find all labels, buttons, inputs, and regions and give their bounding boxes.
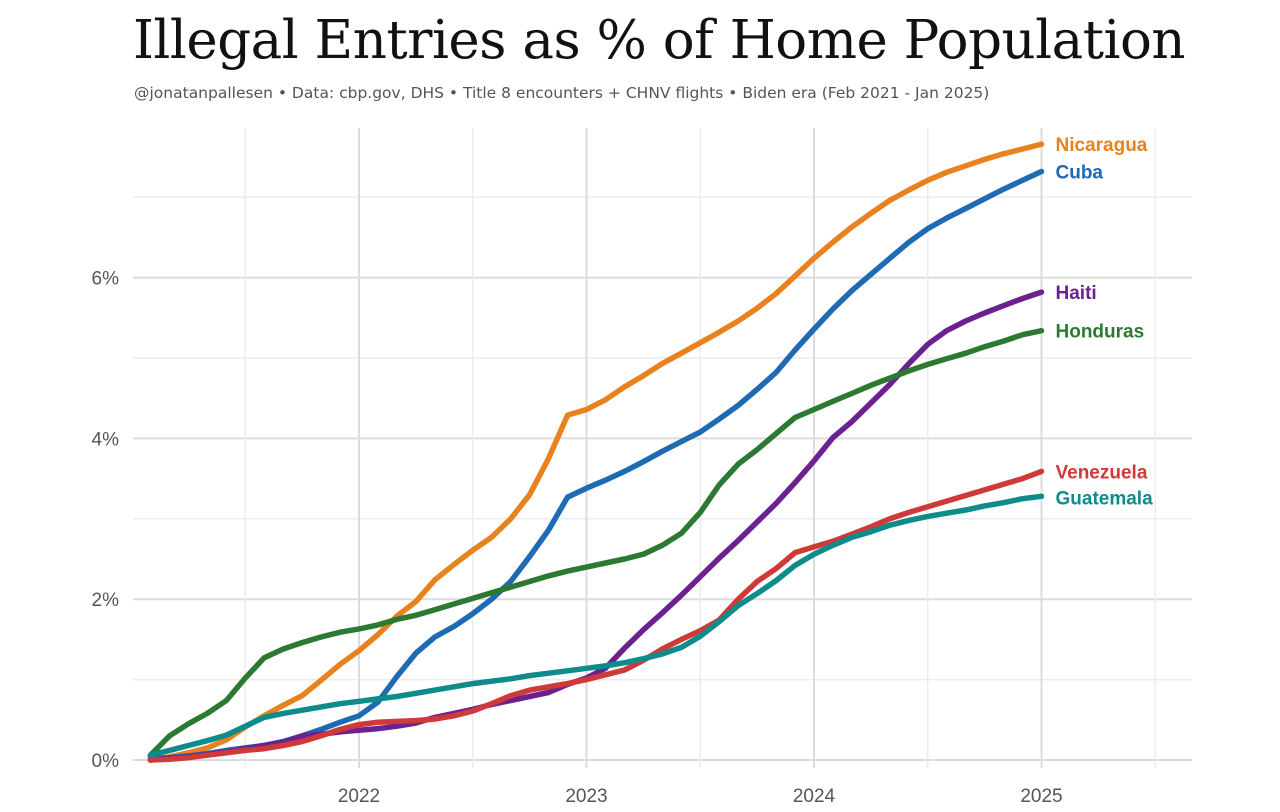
y-tick-label: 2% <box>92 590 120 611</box>
series-line-guatemala <box>147 493 1045 758</box>
y-tick-label: 4% <box>92 429 120 450</box>
grid <box>133 128 1192 768</box>
series-label-cuba: Cuba <box>1056 162 1104 183</box>
y-axis-ticks: 0% 2% 4% 6% <box>92 269 120 772</box>
x-tick-label: 2023 <box>565 786 607 807</box>
x-tick-label: 2022 <box>338 786 380 807</box>
series-line-honduras <box>147 327 1045 758</box>
series-line-haiti <box>147 289 1045 763</box>
y-tick-label: 6% <box>92 269 120 290</box>
series-line-venezuela <box>147 468 1045 763</box>
series-lines <box>147 141 1045 763</box>
series-label-nicaragua: Nicaragua <box>1056 135 1148 156</box>
series-label-haiti: Haiti <box>1056 283 1097 304</box>
chart-title: Illegal Entries as % of Home Population <box>133 10 1186 71</box>
series-labels: Nicaragua Cuba Haiti Honduras Venezuela Guate… <box>1056 135 1154 509</box>
series-line-nicaragua <box>147 141 1045 763</box>
series-label-honduras: Honduras <box>1056 322 1145 343</box>
series-label-venezuela: Venezuela <box>1056 462 1148 483</box>
y-tick-label: 0% <box>92 751 120 772</box>
x-tick-label: 2024 <box>793 786 836 807</box>
series-label-guatemala: Guatemala <box>1056 488 1154 509</box>
chart-subtitle: @jonatanpallesen • Data: cbp.gov, DHS • … <box>134 84 990 102</box>
x-tick-label: 2025 <box>1020 786 1062 807</box>
x-axis-ticks: 2022 2023 2024 2025 <box>338 786 1063 807</box>
